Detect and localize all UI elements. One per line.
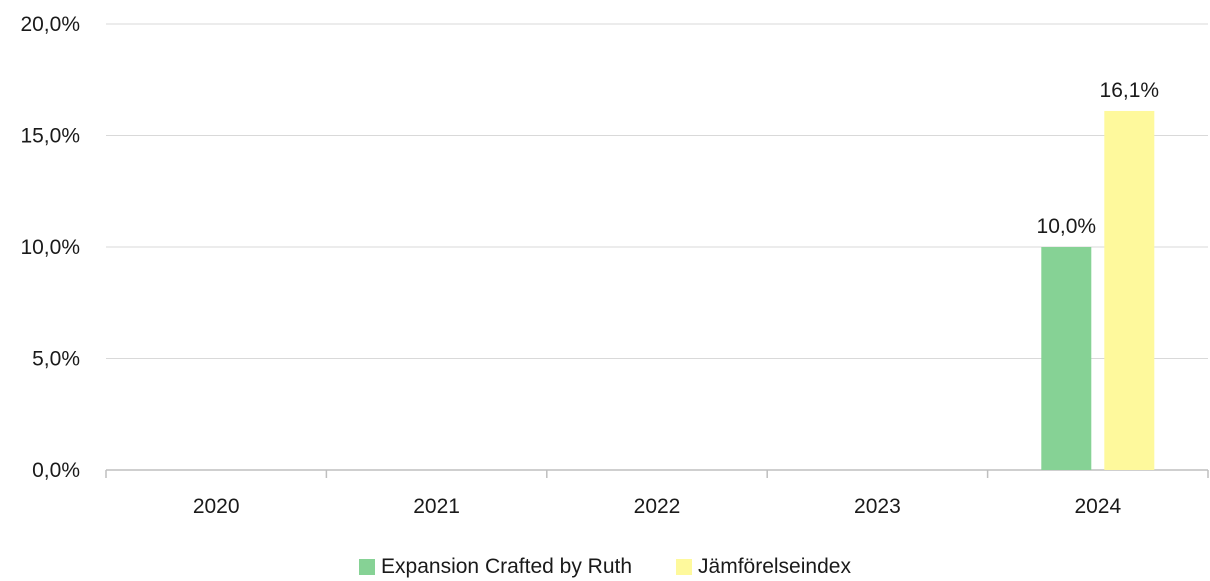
gridlines <box>106 23 1208 359</box>
y-tick-label: 5,0% <box>32 348 80 371</box>
legend-label-series-2: Jämförelseindex <box>698 555 851 578</box>
x-tick-label: 2023 <box>854 495 901 518</box>
legend-swatch-series-1 <box>359 559 376 575</box>
y-tick-label: 10,0% <box>20 236 80 259</box>
legend-item-series-1[interactable]: Expansion Crafted by Ruth <box>359 553 632 581</box>
data-label-series-1-2024: 10,0% <box>1037 215 1097 238</box>
legend-swatch-series-2 <box>676 559 693 575</box>
y-tick-label: 0,0% <box>32 459 80 482</box>
bars <box>1041 110 1155 470</box>
x-tick-label: 2022 <box>634 495 681 518</box>
y-tick-label: 20,0% <box>20 13 80 36</box>
data-labels: 10,0% 16,1% <box>1037 79 1160 238</box>
x-axis: 2020 2021 2022 2023 2024 <box>105 469 1209 518</box>
legend-item-series-2[interactable]: Jämförelseindex <box>676 553 851 581</box>
bar-series-2-2024[interactable] <box>1104 110 1155 470</box>
legend: Expansion Crafted by Ruth Jämförelseinde… <box>0 553 1210 581</box>
x-tick-label: 2024 <box>1074 495 1121 518</box>
bar-chart: 0,0% 5,0% 10,0% 15,0% 20,0% 2020 2021 2022 2023… <box>20 13 1209 518</box>
x-tick-label: 2020 <box>193 495 240 518</box>
y-axis: 0,0% 5,0% 10,0% 15,0% 20,0% <box>20 13 80 482</box>
x-tick-label: 2021 <box>413 495 460 518</box>
legend-label-series-1: Expansion Crafted by Ruth <box>381 555 633 578</box>
data-label-series-2-2024: 16,1% <box>1100 79 1160 102</box>
y-tick-label: 15,0% <box>20 125 80 148</box>
bar-series-1-2024[interactable] <box>1041 247 1092 470</box>
